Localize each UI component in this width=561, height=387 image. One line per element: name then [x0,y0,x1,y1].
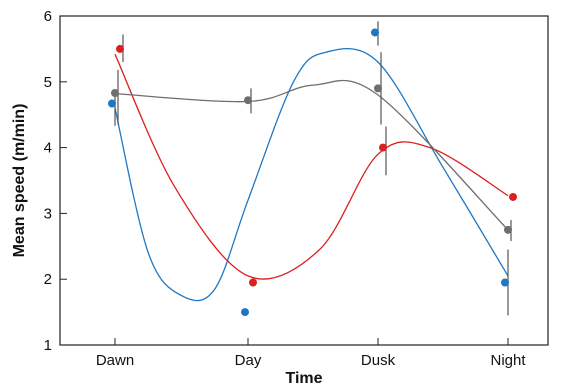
series-line [114,53,509,280]
y-axis: 1 2 3 4 5 6 [44,8,67,354]
x-tick-label: Night [490,352,526,369]
data-point [501,278,509,287]
data-point [509,192,517,201]
data-point [371,28,379,37]
x-tick-label: Day [235,352,262,369]
series-curves [114,48,509,302]
data-point [504,225,512,234]
series-line [114,48,509,302]
y-tick-label: 4 [44,140,52,157]
y-tick-label: 6 [44,8,52,25]
y-tick-label: 2 [44,271,52,288]
data-point [379,143,387,152]
y-axis-title: Mean speed (m/min) [11,104,28,258]
series-line [114,79,509,231]
data-point [116,44,124,53]
y-tick-label: 3 [44,205,52,222]
plot-frame [59,15,549,346]
data-point [111,88,119,97]
data-point [108,99,116,108]
x-tick-label: Dawn [96,352,134,369]
x-tick-label: Dusk [361,352,396,369]
plot-area [59,15,549,346]
data-point [244,96,252,105]
data-point [374,84,382,93]
data-point [241,308,249,317]
data-point [249,278,257,287]
y-tick-label: 1 [44,337,52,354]
x-axis: Dawn Day Dusk Night [96,338,526,369]
y-tick-label: 5 [44,74,52,91]
data-points [108,28,517,317]
x-axis-title: Time [285,370,322,387]
